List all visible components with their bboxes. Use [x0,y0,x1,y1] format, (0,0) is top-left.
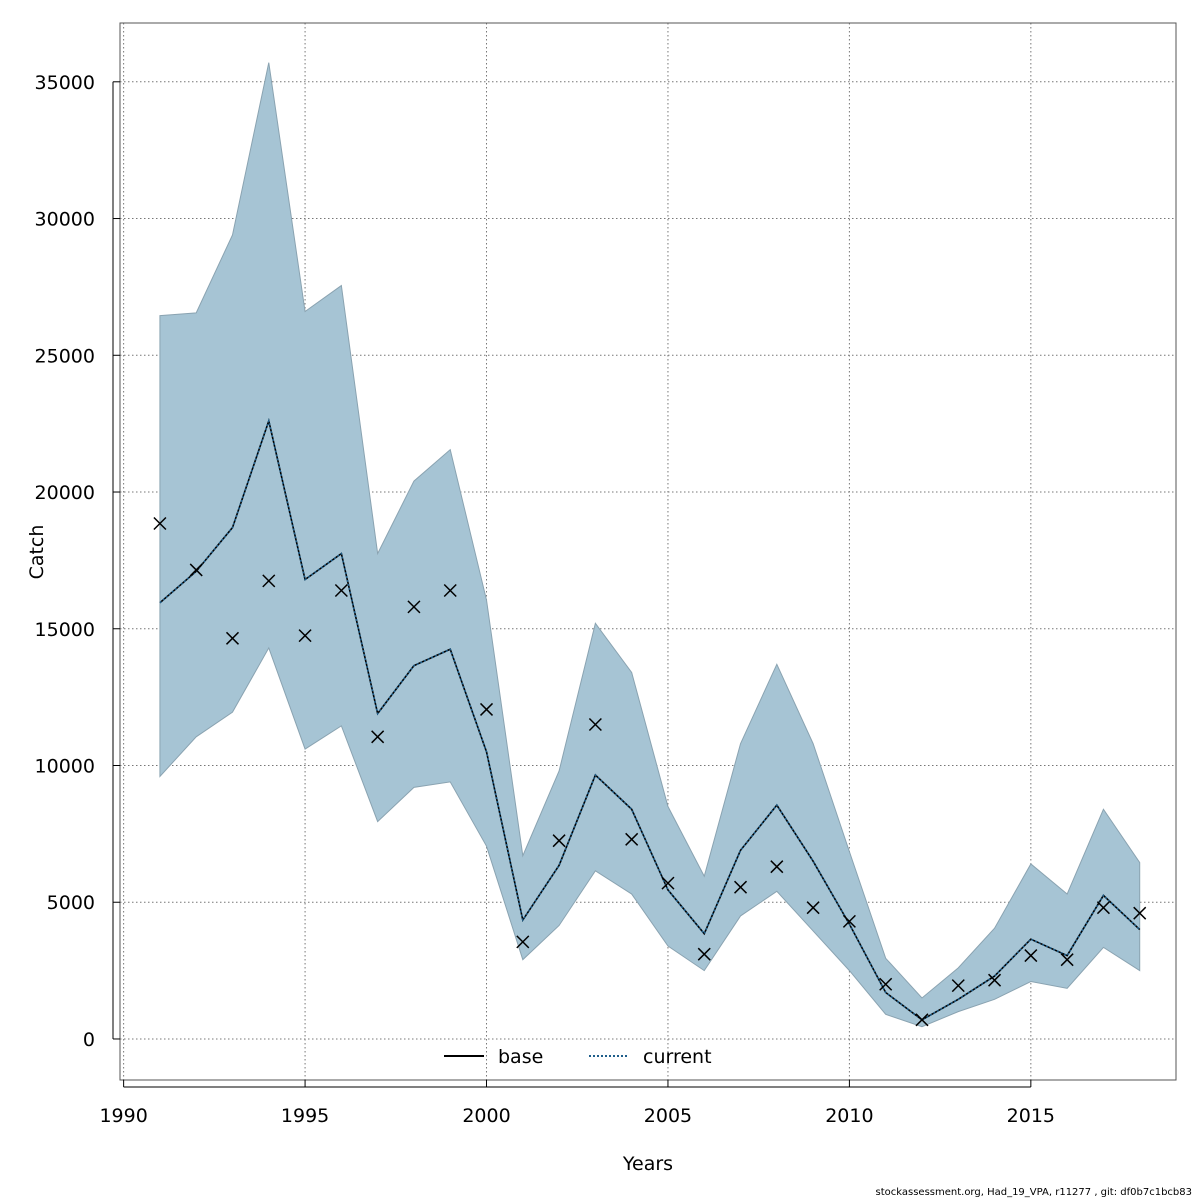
y-tick-label: 35000 [35,72,95,94]
x-marker [1133,906,1147,920]
x-marker [225,631,240,645]
x-marker [770,860,784,874]
legend: base current [444,1046,712,1068]
x-marker [988,973,1002,987]
x-marker [625,832,639,846]
x-marker [443,583,457,598]
observed-point [697,947,711,961]
y-tick-label: 25000 [35,345,95,367]
x-marker [298,629,312,643]
x-marker [842,914,856,928]
observed-point [951,979,965,993]
x-marker [661,876,675,890]
observed-points-layer [153,516,1147,1027]
x-tick-label: 1990 [99,1105,147,1127]
footer-note: stockassessment.org, Had_19_VPA, r11277 … [875,1187,1193,1198]
x-axis-label: Years [622,1153,673,1175]
x-tick-label: 1995 [281,1105,329,1127]
x-marker [1060,953,1074,967]
y-tick-label: 0 [83,1029,95,1051]
y-axis-label: Catch [26,525,48,580]
x-marker [334,583,348,598]
observed-point [334,583,348,598]
observed-point [153,516,167,530]
y-tick-label: 15000 [35,619,95,641]
observed-point [625,832,639,846]
observed-point [225,631,240,645]
observed-point [443,583,457,598]
x-marker [479,702,494,716]
x-marker [1024,949,1038,963]
observed-point [262,574,276,588]
observed-point [298,629,312,643]
observed-point [407,600,421,614]
series-lines-layer [159,417,1141,1021]
observed-point [879,977,893,991]
x-marker [189,563,203,577]
observed-point [734,880,748,894]
plot-frame [119,22,1177,1081]
x-marker [951,979,965,993]
observed-point [806,901,820,915]
x-marker [371,730,385,744]
x-marker [1096,901,1110,915]
observed-point [842,914,856,928]
x-marker [407,600,421,614]
x-marker [697,947,711,961]
confidence-band [159,62,1141,1028]
y-tick-label: 30000 [35,209,95,231]
observed-point [588,717,602,732]
x-marker [262,574,276,588]
x-marker [516,935,530,949]
observed-point [770,860,784,874]
legend-label-base: base [498,1046,543,1068]
x-marker [806,901,820,915]
observed-point [479,702,494,716]
x-tick-label: 2000 [462,1105,510,1127]
x-tick-label: 2010 [825,1105,873,1127]
observed-point [189,563,203,577]
x-tick-label: 2005 [644,1105,692,1127]
x-marker [879,977,893,991]
observed-point [1133,906,1147,920]
x-marker [915,1013,929,1027]
observed-point [1096,901,1110,915]
observed-point [552,834,566,848]
observed-point [661,876,675,890]
x-marker [153,516,167,530]
confidence-band-layer [159,62,1141,1028]
x-marker [588,717,602,732]
observed-point [371,730,385,744]
observed-point [1024,949,1038,963]
axes: 1990 1995 2000 2005 2010 2015 0 5000 10000 15000 2… [35,72,1055,1127]
x-marker [552,834,566,848]
series-line-base [159,417,1141,1021]
x-marker [734,880,748,894]
x-tick-label: 2015 [1007,1105,1055,1127]
legend-label-current: current [643,1046,712,1068]
observed-point [1060,953,1074,967]
y-tick-label: 20000 [35,482,95,504]
observed-point [915,1013,929,1027]
observed-point [516,935,530,949]
observed-point [988,973,1002,987]
y-tick-label: 5000 [47,892,95,914]
y-tick-label: 10000 [35,755,95,777]
